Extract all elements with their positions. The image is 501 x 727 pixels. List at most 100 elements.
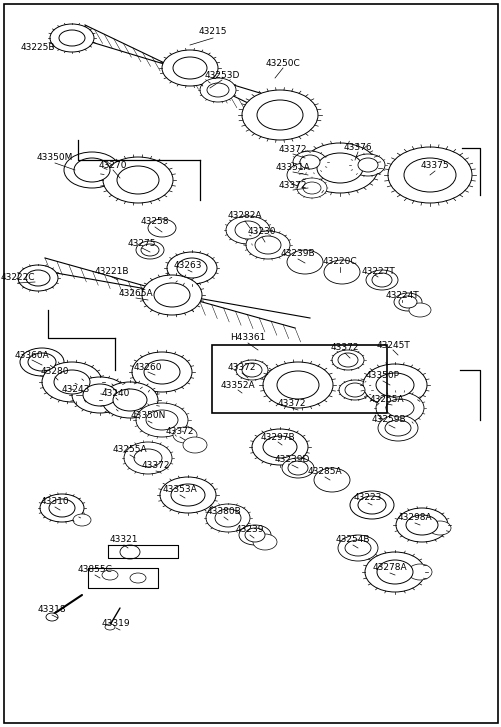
- Ellipse shape: [257, 100, 303, 130]
- Text: 43855C: 43855C: [78, 566, 112, 574]
- Ellipse shape: [377, 415, 417, 441]
- Ellipse shape: [136, 241, 164, 259]
- Ellipse shape: [20, 348, 64, 376]
- Text: 43275: 43275: [127, 238, 156, 247]
- Text: 43353A: 43353A: [162, 486, 197, 494]
- Text: 43265A: 43265A: [118, 289, 153, 297]
- Ellipse shape: [102, 382, 158, 418]
- Ellipse shape: [40, 494, 84, 522]
- Ellipse shape: [18, 265, 58, 291]
- Ellipse shape: [59, 30, 85, 46]
- Ellipse shape: [113, 389, 147, 411]
- Bar: [211, 345, 386, 413]
- Ellipse shape: [154, 283, 189, 307]
- Text: 43258: 43258: [140, 217, 169, 227]
- Text: 43372: 43372: [278, 180, 307, 190]
- Ellipse shape: [72, 377, 128, 413]
- Ellipse shape: [385, 399, 413, 417]
- Ellipse shape: [103, 157, 173, 203]
- Text: 43224T: 43224T: [384, 291, 418, 300]
- Text: 43360A: 43360A: [15, 350, 49, 359]
- Text: 43215: 43215: [198, 28, 227, 36]
- Text: 43298A: 43298A: [397, 513, 431, 523]
- Text: 43350M: 43350M: [37, 153, 73, 163]
- Text: 43278A: 43278A: [372, 563, 406, 572]
- Ellipse shape: [214, 509, 240, 527]
- Ellipse shape: [245, 231, 290, 259]
- Text: 43372: 43372: [227, 364, 256, 372]
- Ellipse shape: [398, 296, 416, 308]
- Ellipse shape: [337, 353, 357, 367]
- Ellipse shape: [350, 154, 384, 176]
- Text: 43280: 43280: [41, 368, 69, 377]
- Ellipse shape: [199, 78, 235, 102]
- Ellipse shape: [183, 437, 206, 453]
- Text: 43255A: 43255A: [112, 446, 147, 454]
- Ellipse shape: [50, 24, 94, 52]
- Ellipse shape: [323, 260, 359, 284]
- Ellipse shape: [205, 504, 249, 532]
- Ellipse shape: [54, 370, 90, 394]
- Text: 43380B: 43380B: [206, 507, 241, 516]
- Ellipse shape: [117, 166, 159, 194]
- Ellipse shape: [357, 496, 385, 514]
- Text: 43350P: 43350P: [365, 371, 399, 380]
- Ellipse shape: [171, 484, 204, 506]
- Text: 43222C: 43222C: [1, 273, 35, 283]
- Ellipse shape: [74, 158, 110, 182]
- Polygon shape: [28, 258, 310, 328]
- Ellipse shape: [26, 270, 50, 286]
- Text: 43240: 43240: [102, 388, 130, 398]
- Ellipse shape: [28, 353, 56, 371]
- Ellipse shape: [234, 221, 261, 239]
- Text: 43250C: 43250C: [265, 58, 300, 68]
- Ellipse shape: [316, 153, 362, 183]
- Polygon shape: [68, 25, 260, 103]
- Ellipse shape: [132, 352, 191, 392]
- Ellipse shape: [238, 525, 271, 545]
- Ellipse shape: [407, 564, 431, 580]
- Polygon shape: [88, 568, 158, 588]
- Text: 43239B: 43239B: [280, 249, 315, 259]
- Text: 43223: 43223: [353, 494, 381, 502]
- Ellipse shape: [241, 90, 317, 140]
- Ellipse shape: [146, 410, 178, 430]
- Ellipse shape: [173, 57, 206, 79]
- Polygon shape: [108, 545, 178, 558]
- Ellipse shape: [405, 515, 437, 535]
- Text: 43372: 43372: [141, 462, 170, 470]
- Ellipse shape: [134, 449, 162, 467]
- Ellipse shape: [365, 270, 397, 290]
- Ellipse shape: [105, 624, 115, 630]
- Ellipse shape: [395, 508, 447, 542]
- Ellipse shape: [141, 244, 159, 256]
- Ellipse shape: [235, 360, 268, 380]
- Text: 43375: 43375: [420, 161, 448, 171]
- Text: 43260: 43260: [133, 363, 162, 371]
- Ellipse shape: [46, 613, 58, 621]
- Ellipse shape: [263, 436, 297, 458]
- Ellipse shape: [344, 383, 364, 397]
- Ellipse shape: [287, 163, 322, 187]
- Ellipse shape: [349, 491, 393, 519]
- Text: 43243: 43243: [62, 385, 90, 395]
- Text: 43318: 43318: [38, 606, 66, 614]
- Ellipse shape: [376, 560, 412, 584]
- Text: 43239: 43239: [235, 526, 264, 534]
- Ellipse shape: [160, 477, 215, 513]
- Ellipse shape: [167, 252, 216, 284]
- Ellipse shape: [142, 275, 201, 315]
- Text: 43376: 43376: [343, 142, 372, 151]
- Ellipse shape: [206, 83, 228, 97]
- Text: 43285A: 43285A: [307, 467, 342, 476]
- Ellipse shape: [244, 528, 265, 542]
- Ellipse shape: [42, 362, 102, 402]
- Ellipse shape: [277, 371, 318, 399]
- Text: 43297B: 43297B: [260, 433, 295, 441]
- Ellipse shape: [263, 362, 332, 408]
- Ellipse shape: [255, 236, 281, 254]
- Text: 43253D: 43253D: [204, 71, 239, 79]
- Ellipse shape: [375, 373, 413, 397]
- Text: 43230: 43230: [247, 228, 276, 236]
- Text: 43245T: 43245T: [375, 340, 409, 350]
